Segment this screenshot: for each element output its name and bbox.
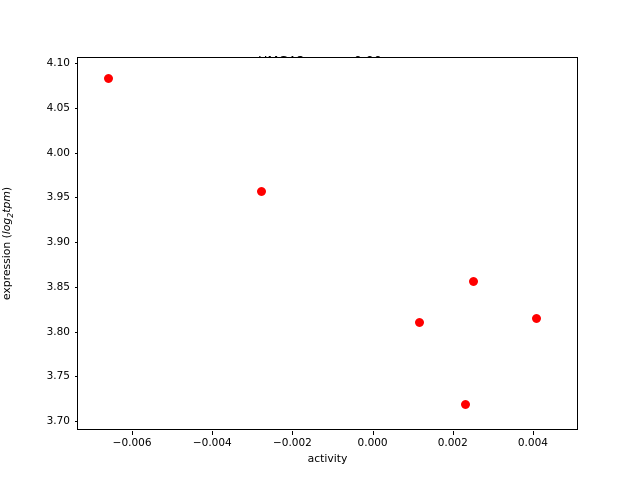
y-tick-label: 4.00: [46, 146, 70, 159]
x-axis-label: activity: [307, 452, 348, 465]
plot-axes: −0.006 −0.004 −0.002 0.000 0.002 0.004 3.70 3.7…: [47, 57, 578, 449]
y-tick-mark: [74, 376, 78, 378]
x-tick-mark: [532, 431, 534, 435]
x-tick-label: −0.002: [272, 437, 312, 449]
x-tick-mark: [372, 431, 374, 435]
y-tick-mark: [74, 152, 78, 154]
y-tick-mark: [74, 107, 78, 109]
x-tick-label: 0.002: [437, 437, 468, 449]
y-axis-label: expression (log2tpm): [0, 57, 18, 430]
y-tick-label: 3.70: [46, 415, 70, 428]
x-tick-label: 0.004: [517, 437, 548, 449]
y-tick-label: 3.85: [46, 280, 70, 293]
y-tick-label: 4.05: [46, 101, 70, 114]
x-tick-label: 0.000: [357, 437, 388, 449]
x-tick-mark: [212, 431, 214, 435]
data-point: [256, 186, 266, 196]
data-point: [531, 313, 541, 323]
y-tick-label: 3.90: [46, 236, 70, 249]
y-axis-label-prefix: expression (: [0, 234, 13, 301]
y-tick-mark: [74, 331, 78, 333]
data-point: [415, 318, 425, 328]
y-tick-mark: [74, 197, 78, 199]
y-tick-mark: [74, 63, 78, 64]
data-point: [469, 276, 479, 286]
x-tick-label: −0.004: [192, 437, 232, 449]
y-tick-mark: [74, 242, 78, 244]
y-tick-label: 3.75: [46, 370, 70, 383]
y-axis-label-math-base: log: [0, 217, 13, 235]
y-tick-mark: [74, 286, 78, 288]
data-point: [104, 73, 114, 83]
y-tick-mark: [74, 421, 78, 423]
y-tick-label: 3.95: [46, 191, 70, 204]
plot-area: [78, 58, 577, 429]
y-tick-label: 3.80: [46, 325, 70, 338]
x-tick-mark: [292, 431, 294, 435]
x-tick-mark: [452, 431, 454, 435]
y-axis-label-suffix: ): [0, 186, 13, 192]
x-tick-mark: [132, 431, 134, 435]
data-point: [461, 400, 471, 410]
y-axis-label-math-sub: 2: [6, 212, 16, 218]
y-tick-label: 4.10: [46, 57, 70, 69]
y-axis-label-math-tail: tpm: [0, 191, 13, 213]
x-tick-label: −0.006: [112, 437, 152, 449]
